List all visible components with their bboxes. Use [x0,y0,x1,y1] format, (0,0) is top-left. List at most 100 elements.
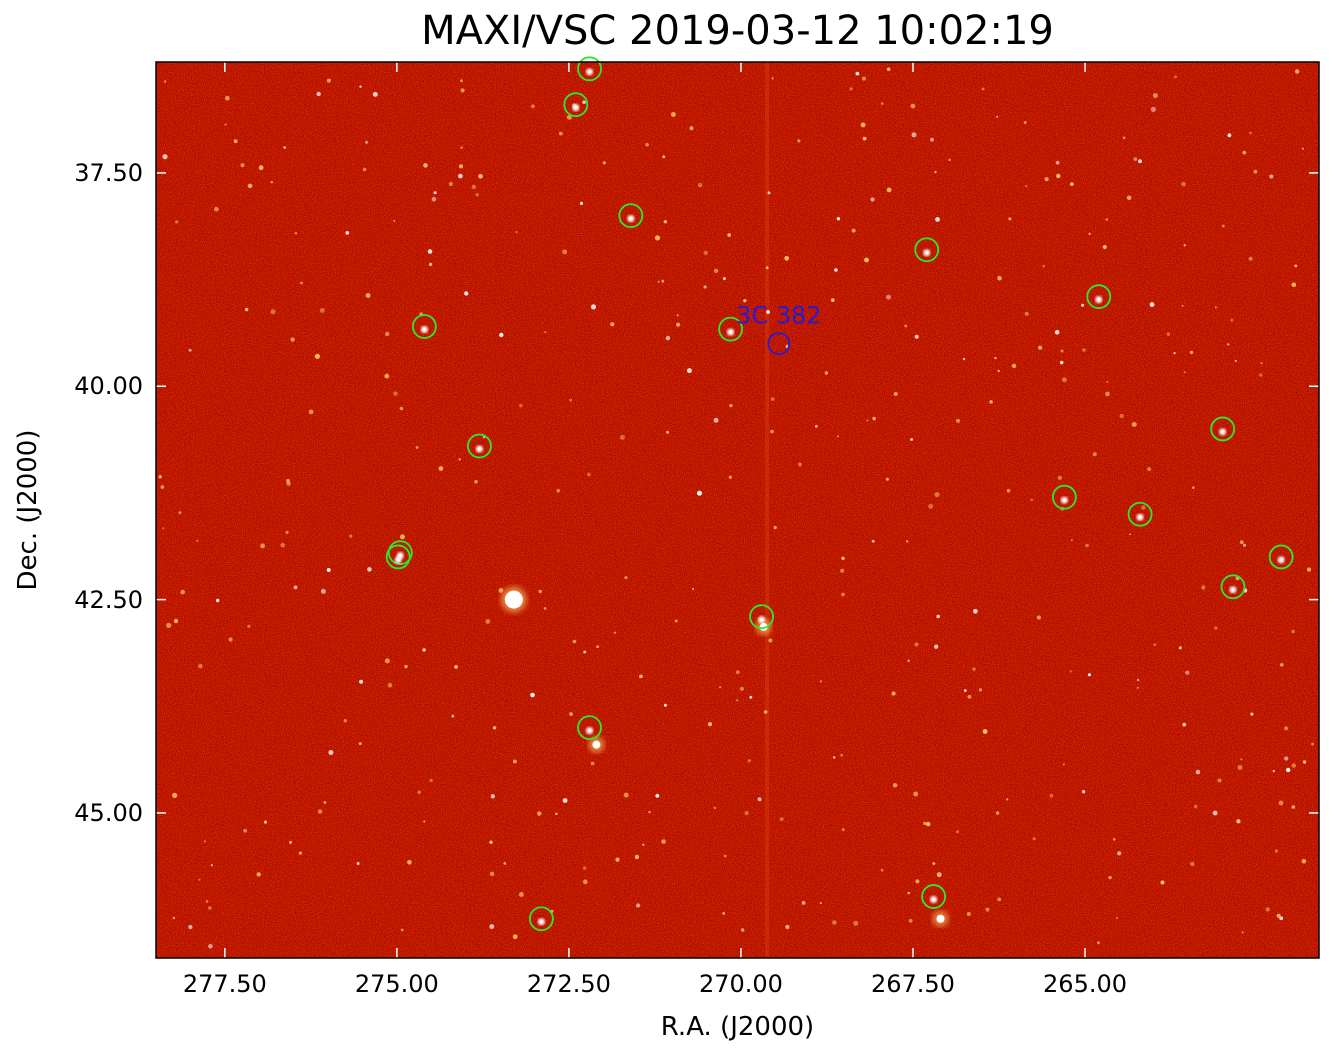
speckle [1185,670,1190,675]
speckle [499,332,504,338]
speckle [285,530,289,535]
y-tick-label: 37.50 [74,158,143,187]
speckle [562,249,568,255]
speckle [880,102,884,105]
speckle [661,279,665,283]
speckle [458,164,464,169]
speckle [923,821,927,826]
speckle [914,642,919,647]
speckle [907,659,910,662]
speckle [966,912,971,916]
speckle [1280,663,1284,667]
bright-source [592,740,601,749]
speckle [891,691,895,696]
speckle [948,158,951,162]
catalog-marker [921,884,947,909]
speckle [1056,173,1061,179]
x-tick-label: 277.50 [182,970,267,998]
speckle [372,91,378,97]
source-dot [586,727,594,735]
speckle [475,193,479,197]
bright-source [504,590,523,609]
speckle [400,928,404,932]
speckle [384,658,390,664]
speckle [819,680,823,683]
speckle [569,398,573,402]
x-tick-label: 270.00 [698,970,783,998]
speckle [208,906,212,910]
speckle [188,348,192,352]
speckle [766,310,770,314]
speckle [317,809,323,814]
speckle [1284,756,1289,761]
speckle [1272,769,1276,773]
speckle [978,688,983,692]
speckle [743,299,747,303]
speckle [427,249,433,254]
y-tick-label: 40.00 [74,372,143,401]
speckle [1301,147,1304,150]
speckle [572,639,577,644]
speckle [840,753,844,757]
speckle [283,146,287,149]
speckle [981,87,985,91]
speckle [1301,859,1307,864]
source-dot [475,445,483,453]
y-tick-label: 42.50 [74,585,143,614]
speckle [163,80,167,83]
speckle [1166,332,1171,336]
speckle [385,331,390,337]
catalog-marker [411,314,437,339]
catalog-marker [1210,416,1236,442]
speckle [1291,629,1295,634]
speckle [860,122,866,128]
speckle [662,155,666,159]
speckle [736,699,739,702]
speckle [1234,359,1237,362]
speckle [727,233,732,237]
speckle [763,710,768,714]
speckle [289,840,292,844]
speckle [1194,804,1198,809]
speckle [216,598,220,603]
speckle [587,472,591,477]
plot-title: MAXI/VSC 2019-03-12 10:02:19 [421,8,1054,54]
speckle [665,335,671,341]
speckle [256,872,261,877]
speckle [1011,363,1017,369]
speckle [359,679,364,684]
speckle [872,416,876,421]
x-tick-label: 265.00 [1043,970,1128,998]
speckle [460,79,463,83]
speckle [1131,422,1137,427]
speckle [747,759,751,763]
speckle [1147,467,1152,472]
speckle [757,797,762,802]
x-tick-label: 275.00 [354,970,439,998]
speckle [642,843,645,846]
speckle [840,568,845,573]
speckle [1250,712,1254,716]
speckle [423,820,426,823]
speckle [590,304,597,310]
speckle [538,589,542,594]
speckle [1227,343,1230,346]
speckle [911,132,917,138]
speckle [910,103,916,109]
speckle [485,619,491,624]
speckle [674,619,678,623]
speckle [247,183,253,189]
catalog-marker [749,604,774,630]
speckle [703,250,708,256]
speckle [1178,646,1182,650]
speckle [619,434,625,440]
speckle [247,624,251,628]
speckle [1260,362,1263,365]
source-dot [394,556,402,564]
speckle [713,268,719,274]
speckle [316,91,321,97]
speckle [240,163,245,168]
speckle [1006,488,1011,493]
speckle [841,828,845,832]
